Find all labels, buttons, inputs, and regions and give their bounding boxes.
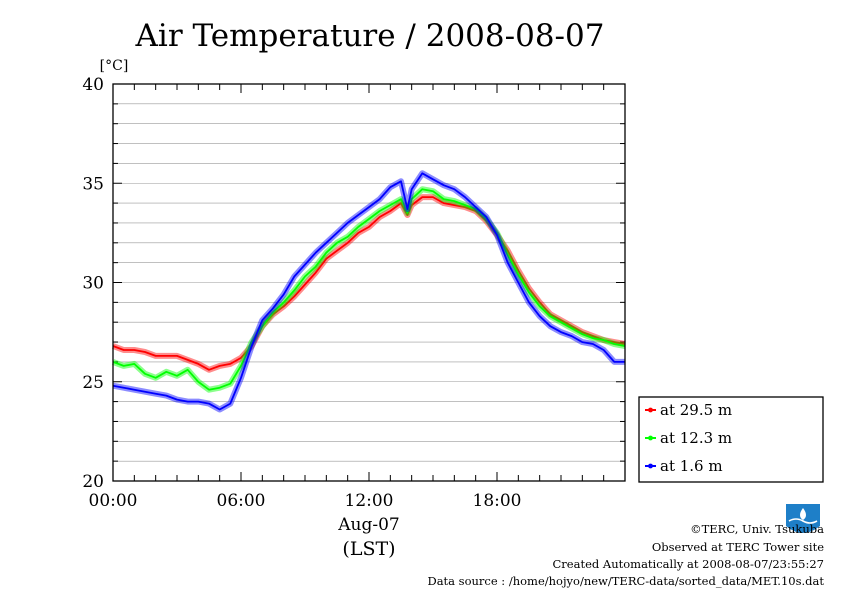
plot-frame xyxy=(112,83,626,482)
series-line xyxy=(112,188,626,391)
logo-drop-icon xyxy=(800,508,806,520)
y-tick-label: 35 xyxy=(82,174,104,194)
x-tick-label: 00:00 xyxy=(89,491,138,511)
terc-logo xyxy=(784,502,822,540)
x-axis-date-label: Aug-07 xyxy=(337,515,399,535)
y-tick-label: 30 xyxy=(82,274,104,294)
footer-copyright: ©TERC, Univ. Tsukuba xyxy=(690,522,824,536)
footer-site: Observed at TERC Tower site xyxy=(651,540,824,554)
series-layer xyxy=(111,170,626,413)
footer-source: Data source : /home/hojyo/new/TERC-data/… xyxy=(427,574,824,588)
chart-title: Air Temperature / 2008-08-07 xyxy=(135,18,605,54)
legend: at 29.5 m at 12.3 m at 1.6 m xyxy=(638,396,824,483)
legend-label: at 29.5 m xyxy=(660,401,732,419)
footer-created: Created Automatically at 2008-08-07/23:5… xyxy=(552,557,825,571)
logo-wave-icon xyxy=(788,518,818,524)
legend-box xyxy=(638,396,824,483)
x-tick-label: 12:00 xyxy=(345,491,394,511)
y-tick-labels: 20 25 30 35 40 xyxy=(82,75,104,492)
x-tick-labels: 00:00 06:00 12:00 18:00 xyxy=(89,491,522,511)
series-line xyxy=(112,172,625,411)
x-tick-label: 06:00 xyxy=(217,491,266,511)
legend-label: at 12.3 m xyxy=(660,429,732,447)
y-axis-unit-label: [°C] xyxy=(100,58,129,74)
legend-swatch-dot xyxy=(648,463,653,469)
y-tick-label: 25 xyxy=(82,373,104,393)
x-axis-label: (LST) xyxy=(342,538,395,560)
y-tick-label: 40 xyxy=(82,75,104,95)
legend-swatch-dot xyxy=(648,435,653,441)
y-tick-label: 20 xyxy=(82,472,104,492)
x-tick-label: 18:00 xyxy=(473,491,522,511)
grid-lines xyxy=(112,83,626,482)
series-line xyxy=(112,196,626,371)
legend-label: at 1.6 m xyxy=(660,457,723,475)
legend-swatch-dot xyxy=(648,407,653,413)
